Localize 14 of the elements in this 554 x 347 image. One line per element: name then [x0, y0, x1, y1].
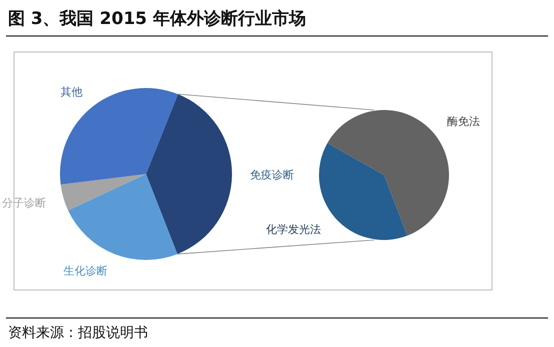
pie-slice — [146, 94, 232, 254]
slice-label: 其他 — [60, 86, 83, 99]
pie-slice — [327, 110, 449, 236]
slice-label: 酶免法 — [446, 114, 480, 128]
chart-title: 图 3、我国 2015 年体外诊断行业市场 — [8, 9, 306, 29]
slice-label: 免疫诊断 — [250, 168, 294, 182]
pie-slice — [60, 88, 178, 184]
text: 资料来源：招股说明书 — [8, 325, 148, 341]
pie-slice — [319, 143, 408, 240]
pie-slice — [60, 174, 146, 210]
slice-label: 化学发光法 — [266, 223, 322, 236]
pie-slice — [68, 174, 178, 260]
slice-label: 分子诊断 — [2, 196, 46, 210]
slice-label: 生化诊断 — [63, 264, 108, 278]
